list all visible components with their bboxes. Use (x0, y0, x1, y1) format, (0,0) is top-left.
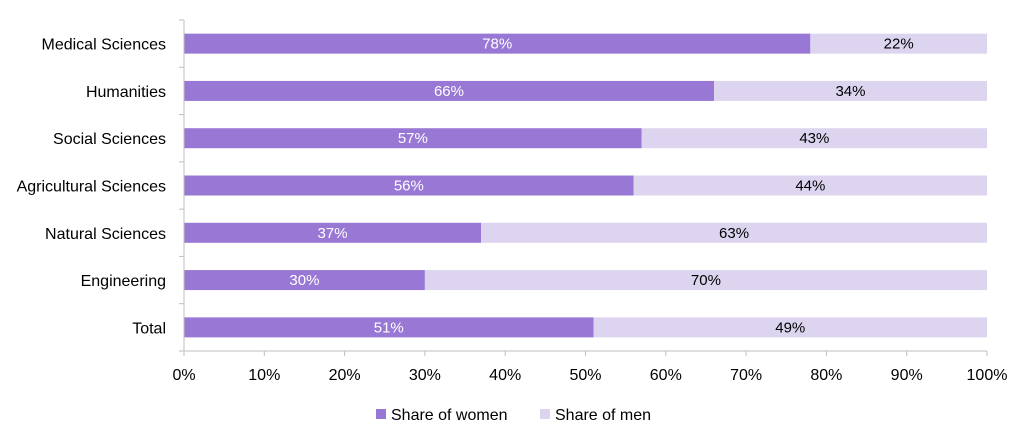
x-tick-label: 90% (891, 367, 923, 384)
data-label-share-of-women-engineering: 30% (289, 272, 319, 289)
data-label-share-of-men-natural-sciences: 63% (719, 225, 749, 242)
data-label-share-of-men-total: 49% (775, 319, 805, 336)
bar-share-of-women-agricultural-sciences (184, 175, 634, 196)
bar-share-of-men-engineering (424, 270, 987, 291)
bars-group: 78% 22% 66% 34% 57% 43% 56% 44% 37% 63% 30% 70% 51% 4… (184, 33, 987, 338)
data-label-share-of-men-engineering: 70% (691, 272, 721, 289)
data-label-share-of-men-humanities: 34% (835, 83, 865, 100)
bar-share-of-men-social-sciences (641, 128, 987, 149)
x-axis-tick-labels: 0% 10% 20% 30% 40% 50% 60% 70% 80% 90% 100% (172, 367, 1007, 384)
category-label-medical-sciences: Medical Sciences (42, 37, 167, 54)
legend-label-share-of-men: Share of men (555, 407, 651, 424)
bar-share-of-men-total (593, 317, 987, 338)
legend: Share of women Share of men (376, 407, 651, 424)
data-label-share-of-women-agricultural-sciences: 56% (394, 178, 424, 195)
bar-share-of-women-natural-sciences (184, 222, 482, 243)
legend-label-share-of-women: Share of women (391, 407, 508, 424)
bar-share-of-men-agricultural-sciences (633, 175, 987, 196)
data-label-share-of-women-natural-sciences: 37% (318, 225, 348, 242)
bar-share-of-women-engineering (184, 270, 425, 291)
data-label-share-of-women-social-sciences: 57% (398, 130, 428, 147)
bar-share-of-women-social-sciences (184, 128, 642, 149)
legend-swatch-share-of-men (540, 409, 550, 419)
legend-swatch-share-of-women (376, 409, 386, 419)
data-label-share-of-men-social-sciences: 43% (799, 130, 829, 147)
data-label-share-of-women-total: 51% (374, 319, 404, 336)
x-tick-label: 80% (810, 367, 842, 384)
category-label-agricultural-sciences: Agricultural Sciences (17, 179, 166, 196)
bar-share-of-men-humanities (713, 80, 987, 101)
bar-share-of-women-medical-sciences (184, 33, 811, 54)
x-tick-label: 30% (409, 367, 441, 384)
category-label-humanities: Humanities (86, 84, 166, 101)
x-tick-label: 60% (650, 367, 682, 384)
category-label-social-sciences: Social Sciences (53, 131, 166, 148)
x-tick-label: 50% (569, 367, 601, 384)
category-label-natural-sciences: Natural Sciences (45, 226, 166, 243)
data-label-share-of-women-medical-sciences: 78% (482, 36, 512, 53)
x-axis-tick-marks (183, 351, 988, 356)
data-label-share-of-men-medical-sciences: 22% (884, 36, 914, 53)
x-tick-label: 20% (329, 367, 361, 384)
category-label-total: Total (132, 320, 166, 337)
y-axis-tick-marks (179, 19, 184, 352)
bar-share-of-women-total (184, 317, 594, 338)
bar-share-of-men-medical-sciences (810, 33, 987, 54)
category-label-engineering: Engineering (81, 273, 166, 290)
x-tick-label: 10% (248, 367, 280, 384)
data-label-share-of-men-agricultural-sciences: 44% (795, 178, 825, 195)
category-labels: Medical Sciences Humanities Social Science… (17, 37, 166, 338)
data-label-share-of-women-humanities: 66% (434, 83, 464, 100)
x-tick-label: 100% (967, 367, 1008, 384)
x-tick-label: 0% (172, 367, 195, 384)
x-tick-label: 70% (730, 367, 762, 384)
bar-share-of-women-humanities (184, 80, 714, 101)
bar-share-of-men-natural-sciences (481, 222, 987, 243)
x-tick-label: 40% (489, 367, 521, 384)
